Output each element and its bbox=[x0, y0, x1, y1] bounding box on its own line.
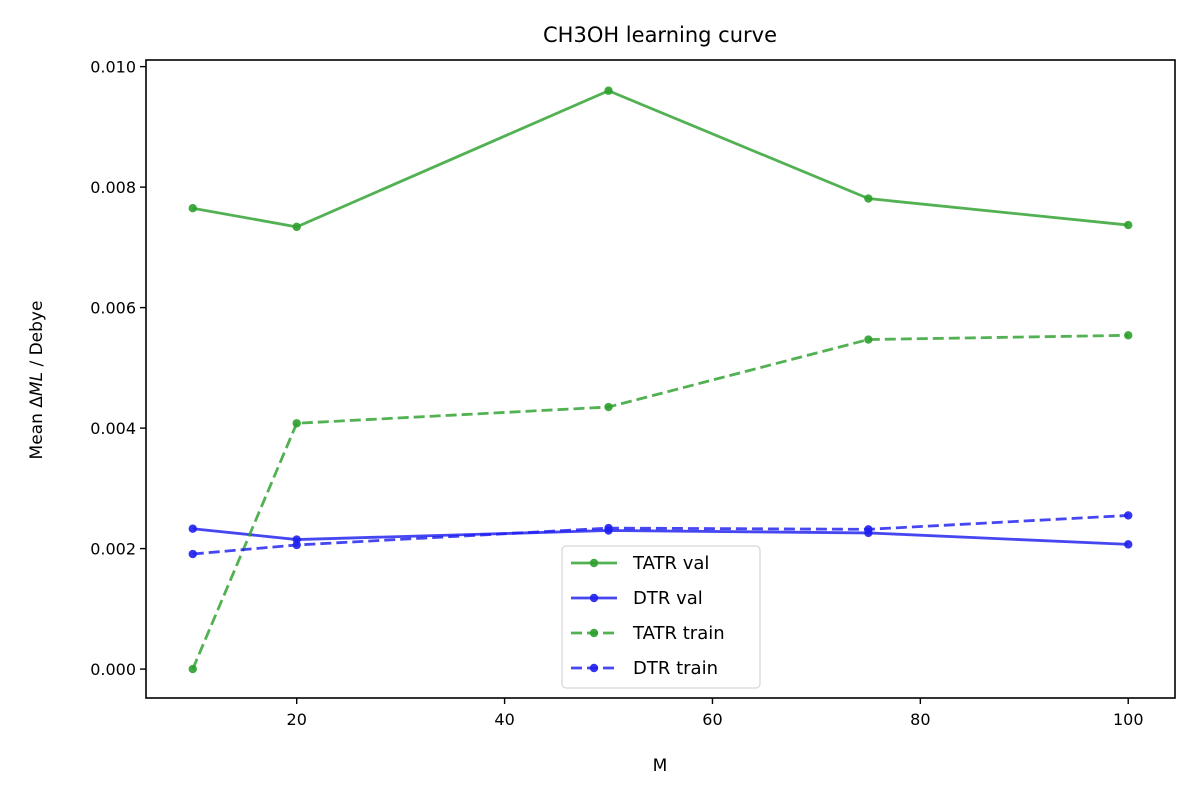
data-point-tatr-val bbox=[188, 204, 197, 213]
legend-label-dtr-train: DTR train bbox=[633, 658, 718, 679]
data-point-tatr-train bbox=[864, 335, 873, 344]
legend: TATR val DTR val TATR train DTR train bbox=[561, 545, 761, 689]
chart-title: CH3OH learning curve bbox=[543, 23, 777, 47]
data-point-tatr-val bbox=[1124, 220, 1133, 230]
data-point-tatr-val bbox=[604, 86, 613, 95]
x-tick-label: 100 bbox=[1113, 710, 1144, 729]
x-axis-label: M bbox=[653, 756, 668, 776]
legend-label-dtr-val: DTR val bbox=[633, 588, 703, 609]
plot-area: 20 40 60 80 100 0.000 0.002 0.004 0.006 0.008 0.01… bbox=[90, 58, 1176, 729]
y-tick-label: 0.010 bbox=[90, 58, 136, 77]
data-point-dtr-val bbox=[188, 524, 197, 533]
y-tick-label: 0.002 bbox=[90, 540, 136, 559]
y-axis-label-suffix: / Debye bbox=[27, 301, 47, 372]
legend-frame bbox=[561, 545, 761, 689]
data-point-dtr-train bbox=[188, 549, 197, 559]
x-tick-label: 20 bbox=[287, 710, 307, 729]
legend-marker-dtr-train bbox=[589, 663, 599, 673]
legend-marker-dtr-val bbox=[589, 593, 599, 603]
data-point-dtr-val bbox=[1124, 540, 1133, 549]
data-point-dtr-train bbox=[1124, 511, 1133, 520]
legend-marker-tatr-train bbox=[589, 628, 599, 638]
legend-label-tatr-val: TATR val bbox=[632, 553, 709, 574]
data-point-tatr-val bbox=[864, 194, 873, 203]
y-tick-label: 0.008 bbox=[90, 178, 136, 197]
data-point-tatr-train bbox=[1124, 331, 1133, 340]
legend-label-tatr-train: TATR train bbox=[632, 623, 725, 644]
y-axis-label: Mean ΔML / Debye bbox=[27, 301, 47, 460]
y-tick-label: 0.000 bbox=[90, 660, 136, 679]
y-tick-label: 0.004 bbox=[90, 419, 136, 438]
y-axis-label-prefix: Mean Δ bbox=[27, 396, 47, 460]
data-point-dtr-train bbox=[864, 525, 873, 534]
legend-marker-tatr-val bbox=[589, 558, 599, 568]
data-point-tatr-train bbox=[292, 419, 301, 428]
x-tick-label: 80 bbox=[910, 710, 930, 729]
axes-frame bbox=[145, 59, 1176, 699]
data-point-tatr-val bbox=[292, 222, 301, 232]
data-point-tatr-train bbox=[188, 664, 197, 674]
x-tick-label: 40 bbox=[494, 710, 514, 729]
data-point-dtr-train bbox=[604, 523, 613, 533]
series-line-tatr-val bbox=[192, 89, 1129, 229]
x-tick-label: 60 bbox=[702, 710, 722, 729]
y-tick-label: 0.006 bbox=[90, 299, 136, 318]
series-line-dtr-val bbox=[192, 527, 1129, 546]
data-point-tatr-train bbox=[604, 402, 613, 412]
y-axis-label-math: ML bbox=[27, 372, 47, 396]
data-point-dtr-train bbox=[292, 540, 301, 550]
